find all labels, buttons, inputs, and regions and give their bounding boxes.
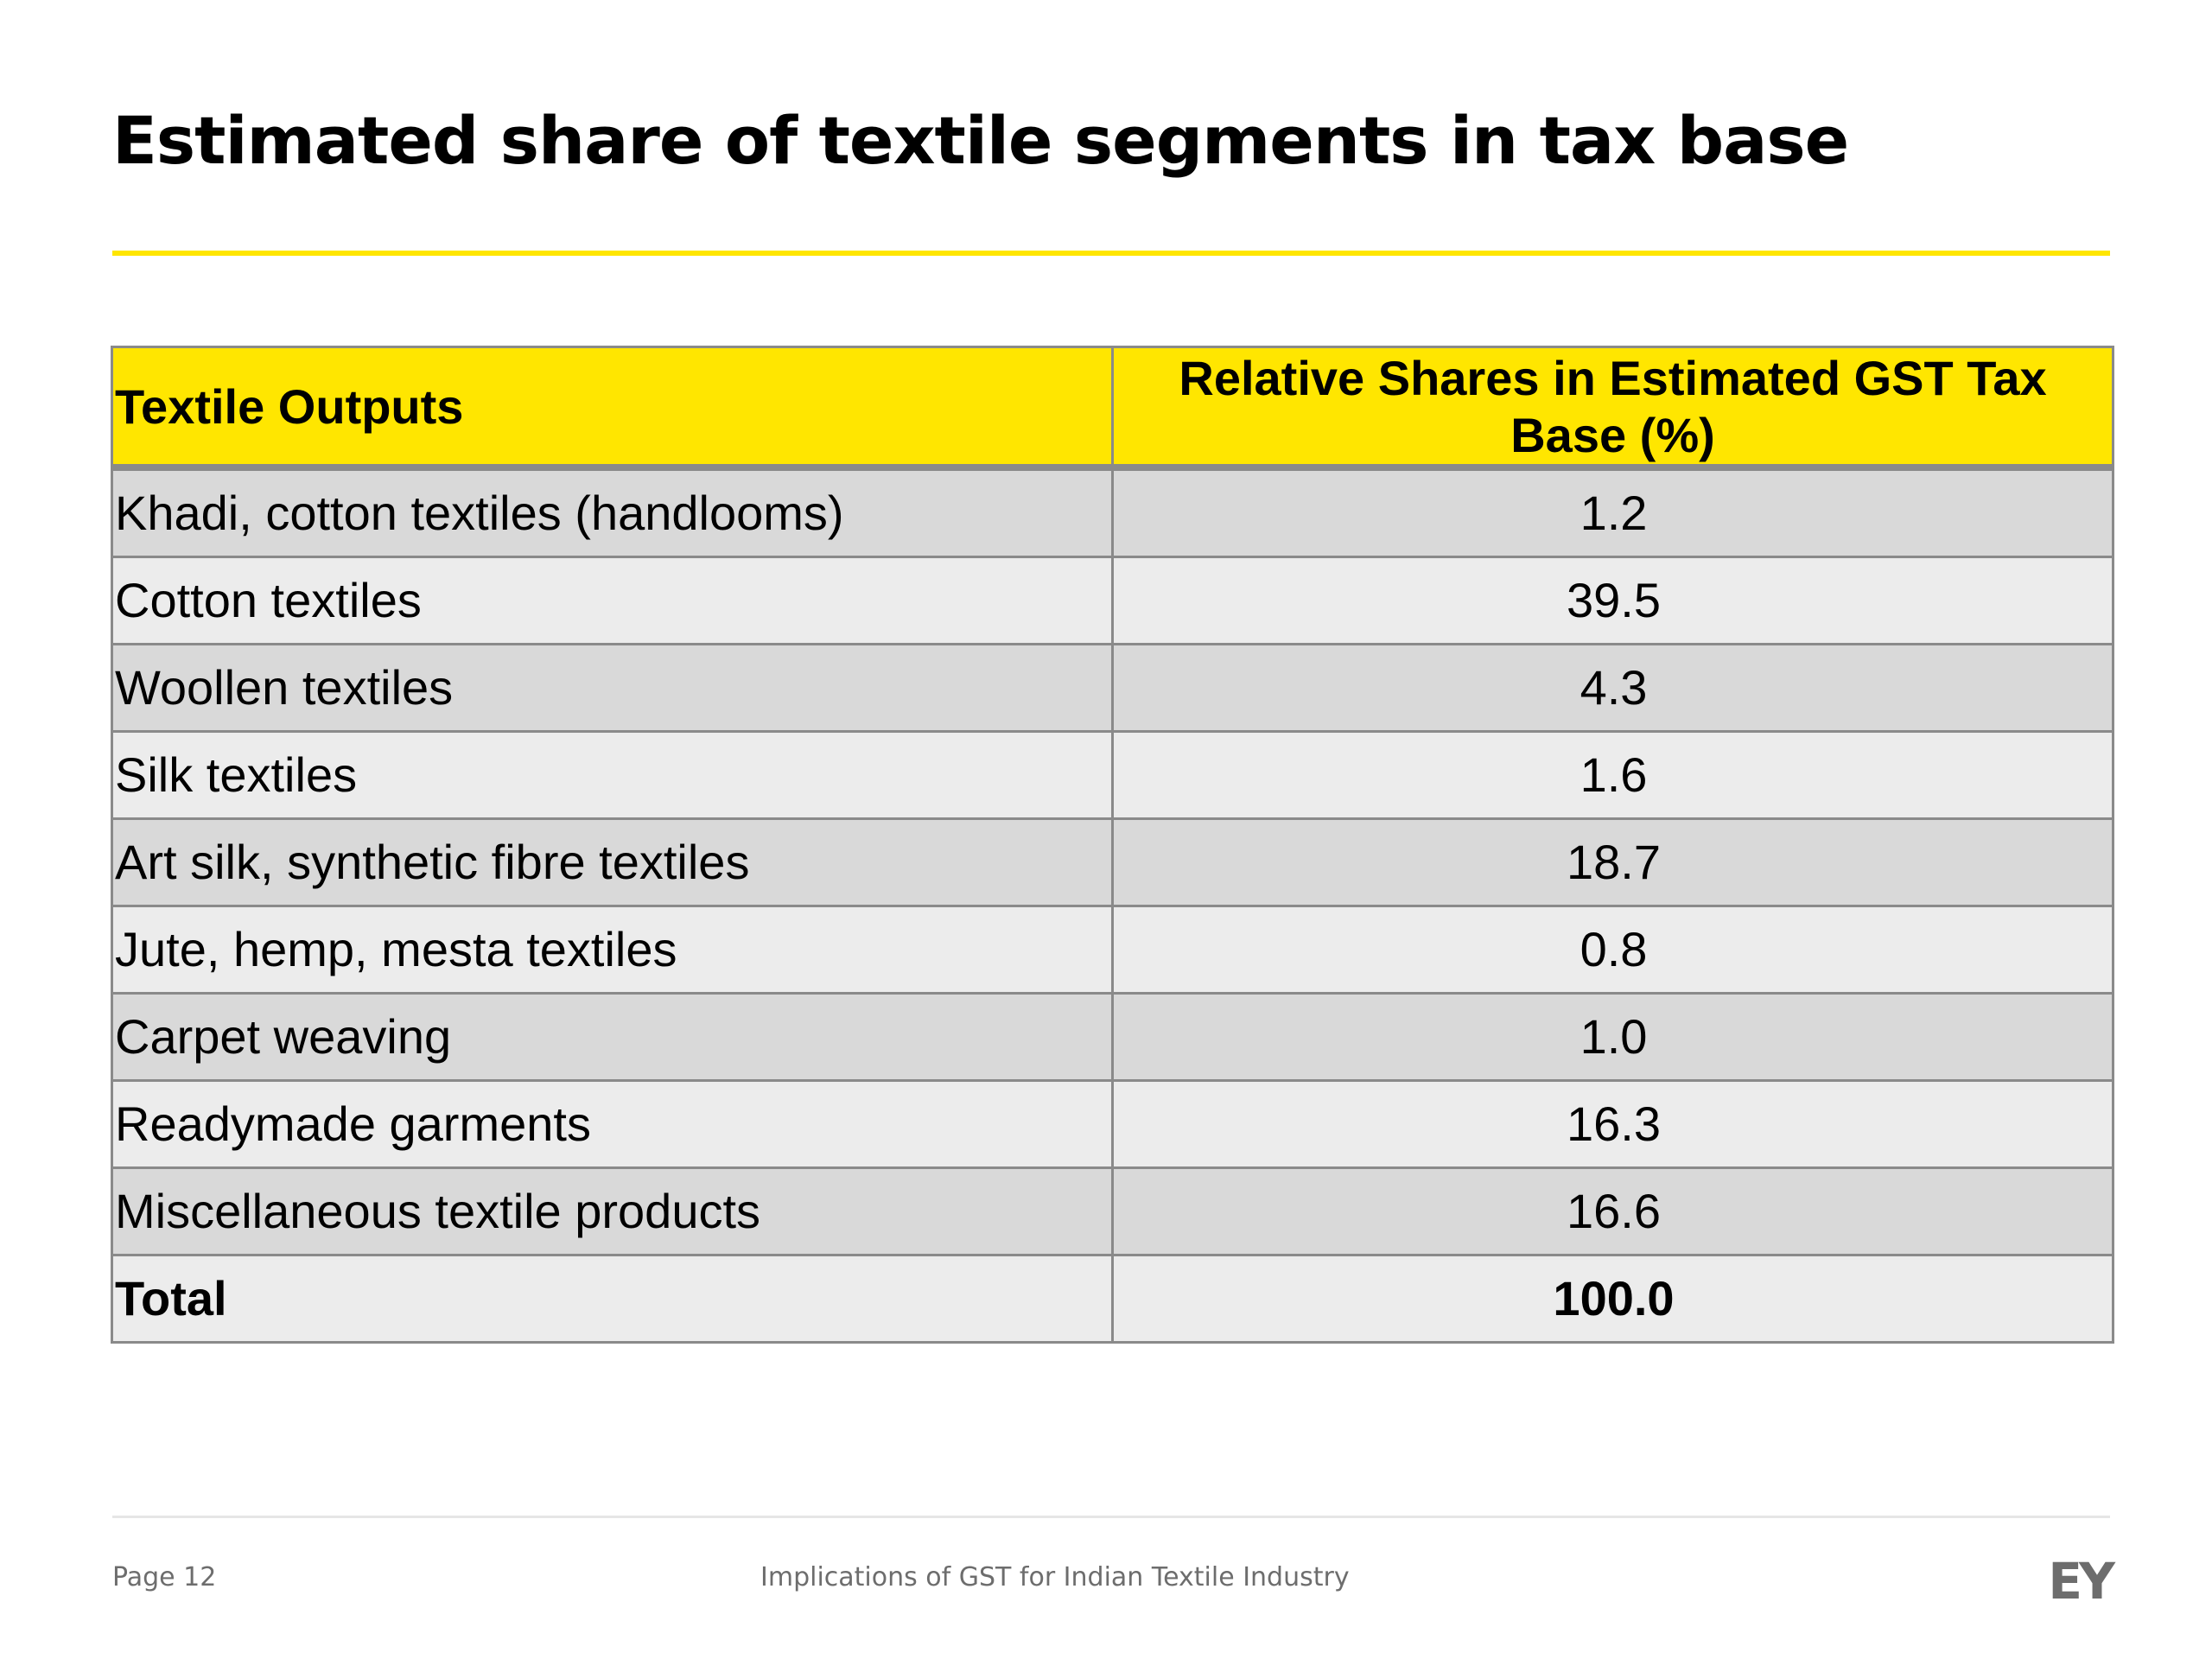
tax-base-table: Textile Outputs Relative Shares in Estim… (111, 346, 2114, 1344)
footer-title: Implications of GST for Indian Textile I… (760, 1562, 1350, 1592)
row-value: 1.2 (1111, 466, 2114, 558)
total-label: Total (111, 1254, 1114, 1344)
row-label: Carpet weaving (111, 992, 1114, 1082)
table-row: Cotton textiles 39.5 (111, 556, 2114, 645)
row-value: 1.6 (1111, 730, 2114, 820)
footer-divider (112, 1516, 2110, 1518)
row-value: 16.3 (1111, 1079, 2114, 1169)
table-row: Readymade garments 16.3 (111, 1079, 2114, 1169)
row-value: 39.5 (1111, 556, 2114, 645)
page-number: Page 12 (112, 1562, 217, 1592)
table-row: Miscellaneous textile products 16.6 (111, 1166, 2114, 1256)
row-label: Miscellaneous textile products (111, 1166, 1114, 1256)
table-total-row: Total 100.0 (111, 1254, 2114, 1344)
row-label: Woollen textiles (111, 643, 1114, 733)
row-value: 16.6 (1111, 1166, 2114, 1256)
table-row: Jute, hemp, mesta textiles 0.8 (111, 905, 2114, 995)
row-label: Art silk, synthetic fibre textiles (111, 817, 1114, 907)
table-row: Carpet weaving 1.0 (111, 992, 2114, 1082)
slide-title: Estimated share of textile segments in t… (112, 102, 1849, 179)
ey-logo: EY (2048, 1552, 2115, 1611)
table-row: Art silk, synthetic fibre textiles 18.7 (111, 817, 2114, 907)
row-label: Cotton textiles (111, 556, 1114, 645)
row-label: Khadi, cotton textiles (handlooms) (111, 466, 1114, 558)
row-label: Silk textiles (111, 730, 1114, 820)
title-underline (112, 251, 2110, 256)
row-label: Readymade garments (111, 1079, 1114, 1169)
table-row: Woollen textiles 4.3 (111, 643, 2114, 733)
header-relative-shares: Relative Shares in Estimated GST Tax Bas… (1111, 346, 2114, 471)
table-row: Silk textiles 1.6 (111, 730, 2114, 820)
header-textile-outputs: Textile Outputs (111, 346, 1114, 471)
row-label: Jute, hemp, mesta textiles (111, 905, 1114, 995)
table-header-row: Textile Outputs Relative Shares in Estim… (111, 346, 2114, 471)
row-value: 18.7 (1111, 817, 2114, 907)
total-value: 100.0 (1111, 1254, 2114, 1344)
row-value: 1.0 (1111, 992, 2114, 1082)
table-row: Khadi, cotton textiles (handlooms) 1.2 (111, 466, 2114, 558)
row-value: 0.8 (1111, 905, 2114, 995)
row-value: 4.3 (1111, 643, 2114, 733)
